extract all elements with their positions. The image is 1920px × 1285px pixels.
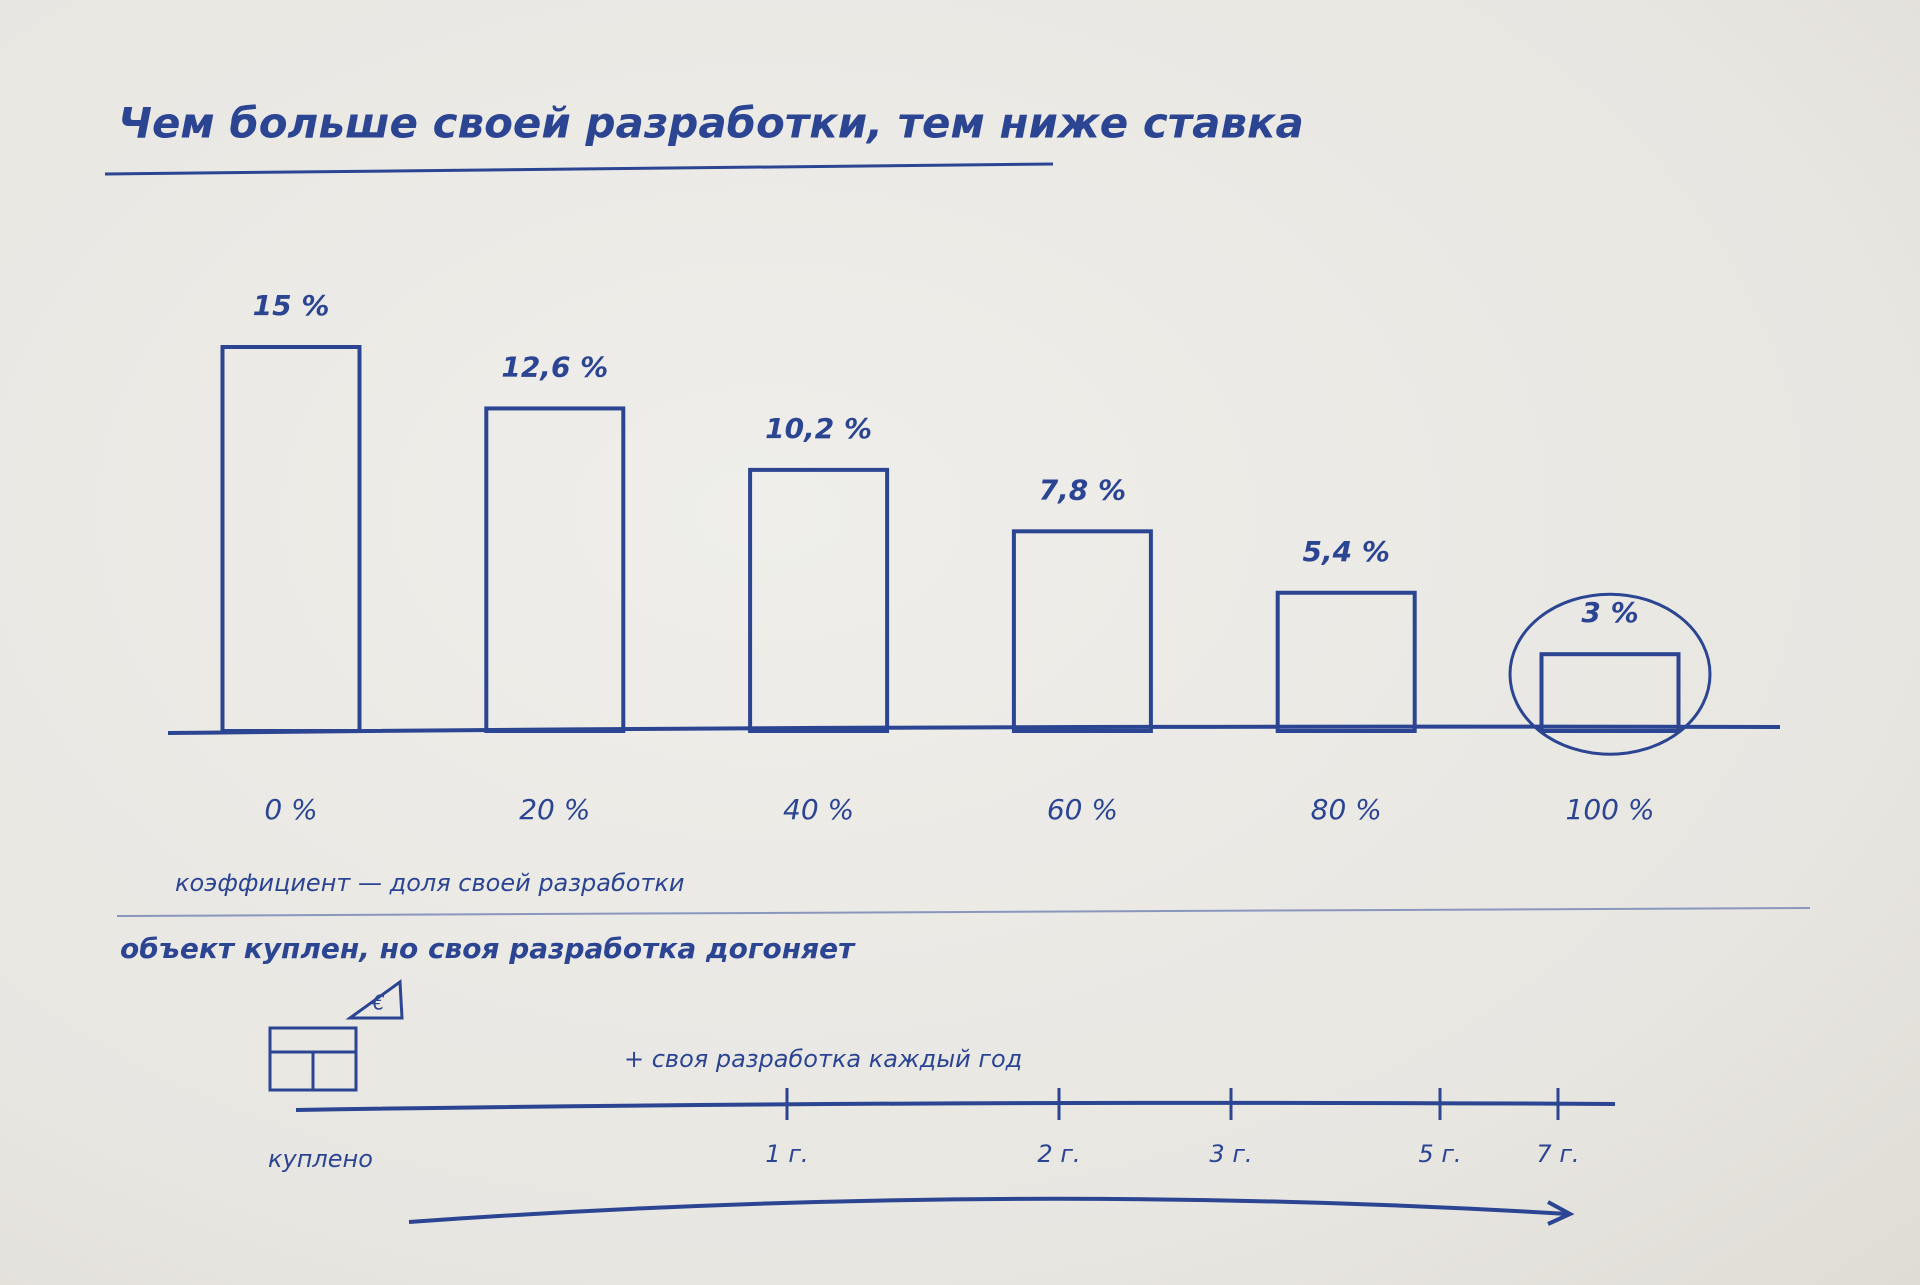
timeline-annotation: + своя разработка каждый год	[624, 1045, 1022, 1073]
value-label: 7,8 %	[1039, 473, 1126, 506]
value-label: 15 %	[253, 289, 330, 322]
timeline-axis	[295, 1100, 1616, 1112]
value-label: 10,2 %	[765, 412, 872, 445]
timeline-tick-label: 2 г.	[1037, 1140, 1080, 1168]
bar	[1011, 529, 1153, 733]
value-label: 5,4 %	[1302, 535, 1389, 568]
timeline-tick-label: 3 г.	[1209, 1140, 1252, 1168]
separator	[116, 907, 1811, 917]
bar	[220, 345, 362, 733]
timeline-tick-label: 1 г.	[765, 1140, 808, 1168]
timeline-tick-label: 5 г.	[1418, 1140, 1461, 1168]
timeline-start-label: куплено	[268, 1145, 373, 1173]
highlight-circle	[1508, 592, 1712, 756]
bar	[748, 467, 890, 733]
x-tick-label: 20 %	[519, 793, 590, 826]
bar	[1275, 590, 1417, 734]
x-axis	[167, 724, 1781, 735]
bar	[1539, 652, 1681, 734]
x-axis-label: коэффициент — доля своей разработки	[175, 869, 685, 897]
x-tick-label: 40 %	[783, 793, 854, 826]
value-label: 3 %	[1581, 596, 1638, 629]
progress-arrow	[408, 1196, 1569, 1224]
x-tick-label: 100 %	[1566, 793, 1655, 826]
bar	[484, 406, 626, 733]
x-tick-label: 60 %	[1047, 793, 1118, 826]
chart-title: Чем больше своей разработки, тем ниже ст…	[118, 99, 1304, 148]
title-underline	[104, 162, 1054, 176]
x-tick-label: 80 %	[1311, 793, 1382, 826]
value-label: 12,6 %	[501, 350, 608, 383]
timeline-tick-label: 7 г.	[1536, 1140, 1579, 1168]
house-icon	[268, 979, 404, 1092]
euro-icon: €	[371, 991, 385, 1015]
section-title: объект куплен, но своя разработка догоня…	[120, 932, 856, 965]
x-tick-label: 0 %	[264, 793, 317, 826]
progress-arrow-head	[1547, 1200, 1575, 1226]
